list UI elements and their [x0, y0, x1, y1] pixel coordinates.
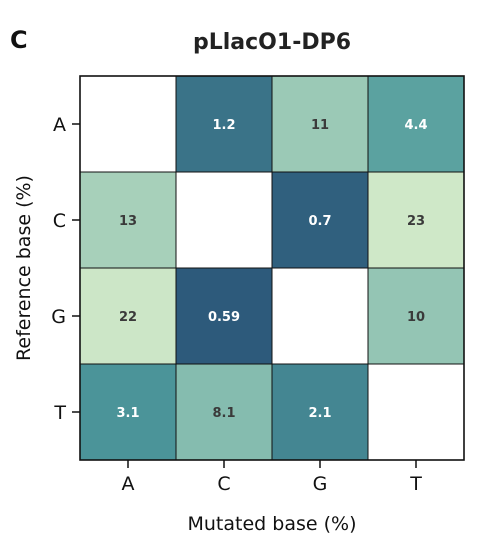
cell-value-label: 13: [119, 214, 137, 229]
cell-value-label: 4.4: [404, 118, 427, 133]
cell-value-label: 1.2: [212, 118, 235, 133]
panel-letter: C: [10, 26, 28, 54]
x-tick-label: C: [217, 473, 230, 495]
heatmap-cell-T-G: [271, 363, 369, 461]
cell-value-label: 23: [407, 214, 425, 229]
y-tick-label: G: [51, 306, 66, 328]
chart-title: pLlacO1-DP6: [192, 30, 352, 55]
heatmap-cell-G-A: [79, 267, 177, 365]
cell-value-label: 0.59: [208, 310, 240, 325]
cell-value-label: 0.7: [308, 214, 331, 229]
heatmap-cell-A-C: [175, 75, 273, 173]
cell-value-label: 10: [407, 310, 425, 325]
heatmap-cell-T-C: [175, 363, 273, 461]
x-tick-label: G: [313, 473, 328, 495]
x-axis-label: Mutated base (%): [188, 513, 357, 535]
heatmap-cell-G-C: [175, 267, 273, 365]
plot-frame: [79, 75, 465, 461]
heatmap-cells: [79, 75, 465, 461]
y-axis-label: Reference base (%): [13, 175, 35, 361]
y-axis: A C G T: [51, 114, 80, 424]
cell-value-label: 8.1: [212, 406, 235, 421]
y-tick-label: C: [53, 210, 66, 232]
cell-value-label: 2.1: [308, 406, 331, 421]
heatmap-cell-labels: 1.2 11 4.4 13 0.7 23 22 0.59 10 3.1 8.1 2.1: [116, 118, 427, 421]
x-tick-label: T: [409, 473, 422, 495]
cell-value-label: 3.1: [116, 406, 139, 421]
y-tick-label: T: [53, 402, 66, 424]
heatmap-cell-C-C: [175, 171, 273, 269]
y-tick-label: A: [53, 114, 66, 136]
cell-value-label: 22: [119, 310, 137, 325]
heatmap-cell-A-A: [79, 75, 177, 173]
heatmap-cell-G-G: [271, 267, 369, 365]
heatmap-cell-G-T: [367, 267, 465, 365]
cell-value-label: 11: [311, 118, 329, 133]
heatmap-cell-T-T: [367, 363, 465, 461]
x-tick-label: A: [122, 473, 135, 495]
